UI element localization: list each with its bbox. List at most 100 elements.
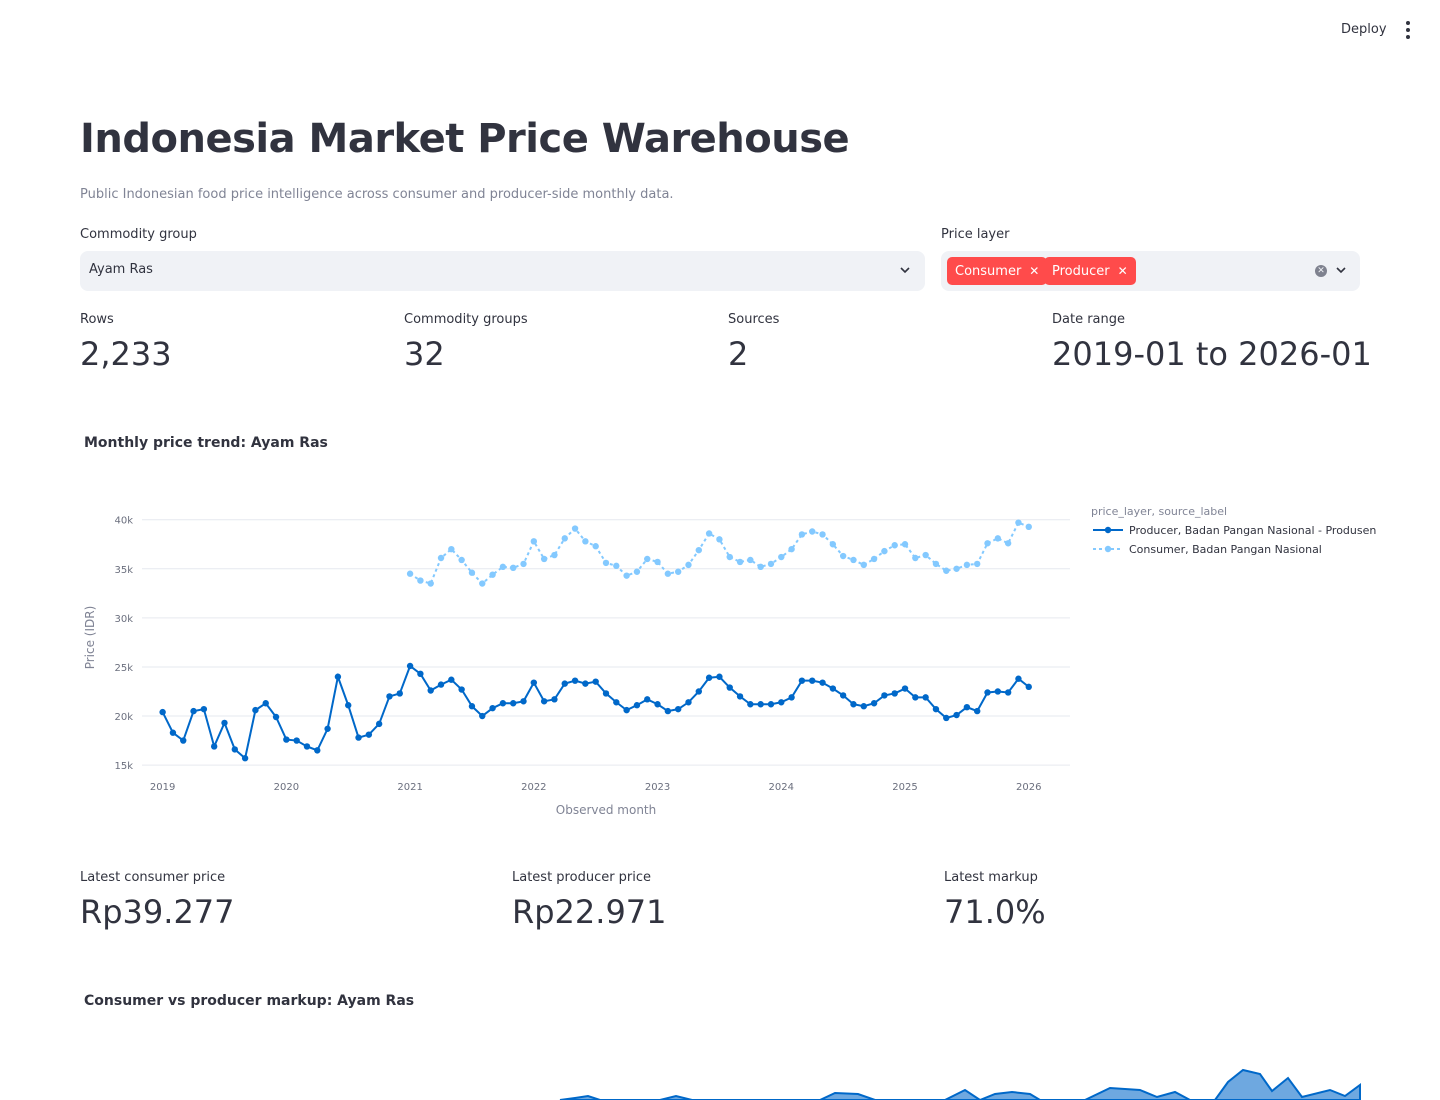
clear-all-icon[interactable]: ✕ <box>1315 265 1327 277</box>
data-point <box>850 701 857 708</box>
markup-area-chart[interactable] <box>0 1040 1440 1100</box>
data-point <box>406 570 414 577</box>
data-point <box>953 565 960 572</box>
tag-consumer-label: Consumer <box>955 263 1022 279</box>
data-point <box>674 705 682 713</box>
data-point <box>932 560 940 568</box>
tag-producer[interactable]: Producer ✕ <box>1044 257 1136 285</box>
data-point <box>726 684 733 691</box>
data-point <box>365 731 373 738</box>
data-point <box>479 580 486 587</box>
remove-producer-icon[interactable]: ✕ <box>1117 264 1128 278</box>
data-point <box>747 556 754 564</box>
metric-commodity-groups-label: Commodity groups <box>404 312 528 327</box>
metric-rows-label: Rows <box>80 312 114 327</box>
data-point <box>685 699 692 706</box>
data-point <box>994 535 1002 542</box>
data-point <box>974 560 981 568</box>
data-point <box>458 556 465 564</box>
data-point <box>427 687 434 694</box>
data-point <box>644 555 651 563</box>
x-tick-label: 2019 <box>150 782 175 793</box>
data-point <box>448 545 455 553</box>
commodity-group-select[interactable]: Ayam Ras <box>80 251 925 291</box>
price-trend-chart[interactable]: 15k 20k 25k 30k 35k 40k 2019 2020 2021 2022 2023 20… <box>0 480 1440 840</box>
chevron-down-icon <box>1336 267 1346 274</box>
data-point <box>767 701 775 708</box>
data-point <box>994 688 1002 695</box>
data-point <box>510 564 517 572</box>
data-point <box>891 542 898 549</box>
data-point <box>592 678 599 685</box>
data-point <box>417 670 424 678</box>
data-point <box>664 707 672 715</box>
tag-consumer[interactable]: Consumer ✕ <box>947 257 1048 285</box>
data-point <box>736 558 744 566</box>
data-point <box>602 690 610 697</box>
data-point <box>530 538 538 545</box>
data-point <box>1004 689 1012 696</box>
data-point <box>860 703 867 710</box>
y-tick-label: 25k <box>114 663 133 674</box>
remove-consumer-icon[interactable]: ✕ <box>1029 264 1040 278</box>
data-point <box>324 725 331 732</box>
data-point <box>819 531 826 538</box>
y-axis-label: Price (IDR) <box>83 606 97 670</box>
commodity-group-label: Commodity group <box>80 227 197 242</box>
data-point <box>829 541 837 548</box>
data-point <box>881 547 888 555</box>
series-line <box>409 521 1030 585</box>
data-point <box>530 679 538 686</box>
x-tick-label: 2023 <box>645 782 670 793</box>
data-point <box>664 570 672 577</box>
data-point <box>479 712 486 720</box>
data-point <box>788 694 795 701</box>
data-point <box>881 692 888 699</box>
data-point <box>571 677 579 684</box>
data-point <box>654 701 661 708</box>
data-point <box>293 737 300 744</box>
data-point <box>551 551 558 559</box>
latest-consumer-price-label: Latest consumer price <box>80 870 226 885</box>
y-tick-label: 40k <box>114 516 133 527</box>
data-point <box>520 560 527 568</box>
data-point <box>540 555 548 563</box>
price-layer-multiselect[interactable]: Consumer ✕ Producer ✕ ✕ <box>941 251 1360 291</box>
data-point <box>499 563 507 571</box>
data-point <box>695 688 702 695</box>
data-point <box>210 743 218 750</box>
data-point <box>571 525 579 532</box>
data-point <box>499 700 507 707</box>
x-tick-label: 2025 <box>892 782 917 793</box>
markup-area-fill <box>559 1068 1361 1100</box>
data-point <box>778 553 785 561</box>
data-point <box>716 673 723 680</box>
data-point <box>406 662 414 670</box>
data-point <box>809 677 816 684</box>
data-point <box>623 572 630 579</box>
legend-swatch-marker <box>1104 545 1112 553</box>
price-layer-label: Price layer <box>941 227 1010 242</box>
data-point <box>984 689 991 696</box>
legend-entry: Consumer, Badan Pangan Nasional <box>1129 543 1322 556</box>
data-point <box>159 708 166 716</box>
tag-producer-label: Producer <box>1052 263 1110 279</box>
data-point <box>468 569 476 576</box>
kebab-menu-icon[interactable] <box>1398 18 1418 42</box>
data-point <box>623 706 630 714</box>
data-point <box>809 528 816 535</box>
data-point <box>963 561 971 569</box>
data-point <box>757 563 764 571</box>
data-point <box>1025 523 1032 531</box>
data-point <box>860 561 867 569</box>
legend-swatch-marker <box>1104 526 1112 534</box>
markup-chart-title: Consumer vs producer markup: Ayam Ras <box>84 993 415 1009</box>
data-point <box>489 704 496 712</box>
deploy-button[interactable]: Deploy <box>1341 22 1387 37</box>
data-point <box>190 707 197 715</box>
data-point <box>540 698 548 705</box>
page-subtitle: Public Indonesian food price intelligenc… <box>80 187 674 202</box>
metric-commodity-groups-value: 32 <box>404 335 445 373</box>
data-point <box>386 693 393 700</box>
data-point <box>912 694 919 701</box>
